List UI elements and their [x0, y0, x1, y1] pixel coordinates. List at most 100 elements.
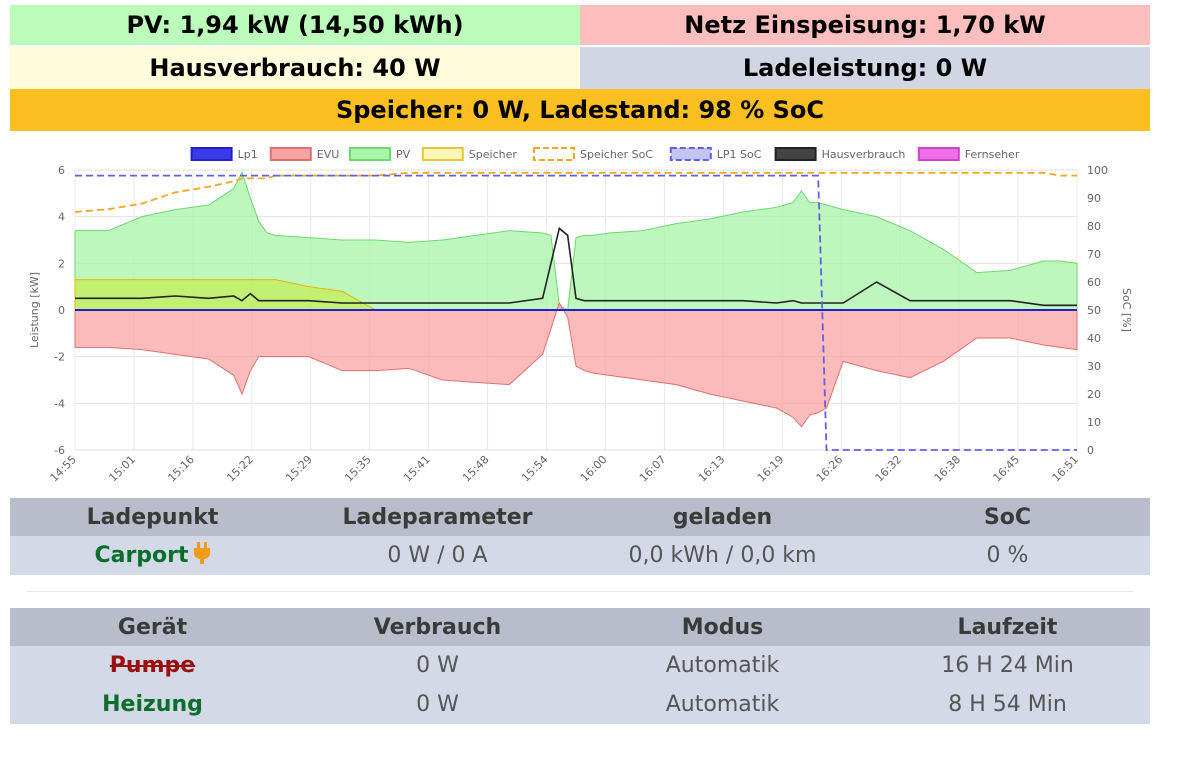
legend-label: Speicher — [469, 148, 518, 161]
table-row[interactable]: Heizung 0 W Automatik 8 H 54 Min — [10, 685, 1150, 724]
ladeparameter-cell: 0 W / 0 A — [295, 536, 580, 575]
x-tick-label: 16:19 — [755, 453, 787, 485]
table-row[interactable]: Pumpe 0 W Automatik 16 H 24 Min — [10, 646, 1150, 685]
speicher-tile: Speicher: 0 W, Ladestand: 98 % SoC — [10, 89, 1150, 131]
x-tick-label: 15:16 — [165, 453, 197, 485]
legend-item-fernseher[interactable]: Fernseher — [917, 147, 1020, 161]
y2-tick-label: 60 — [1087, 276, 1101, 289]
plug-icon — [193, 541, 211, 570]
modus-cell[interactable]: Automatik — [580, 685, 865, 724]
pv-tile: PV: 1,94 kW (14,50 kWh) — [10, 5, 580, 45]
legend-label: PV — [396, 148, 411, 161]
legend-swatch — [269, 147, 312, 161]
modus-cell[interactable]: Automatik — [580, 646, 865, 685]
legend-swatch — [349, 147, 391, 161]
x-tick-label: 15:41 — [401, 453, 433, 485]
x-tick-label: 16:00 — [578, 453, 610, 485]
chart-areas — [74, 171, 1078, 428]
y2-tick-label: 30 — [1087, 360, 1101, 373]
series-area-evu — [74, 301, 1078, 428]
netz-tile: Netz Einspeisung: 1,70 kW — [580, 5, 1150, 45]
legend-label: Speicher SoC — [580, 148, 653, 161]
ladeleistung-tile: Ladeleistung: 0 W — [580, 47, 1150, 89]
verbrauch-cell: 0 W — [295, 646, 580, 685]
legend-label: Fernseher — [965, 148, 1020, 161]
legend-label: Lp1 — [238, 148, 258, 161]
divider — [26, 591, 1134, 592]
pv-label: PV: 1,94 kW (14,50 kWh) — [126, 11, 464, 39]
y2-tick-label: 100 — [1087, 164, 1108, 177]
y2-tick-label: 90 — [1087, 192, 1101, 205]
geraet-name[interactable]: Heizung — [102, 692, 203, 717]
x-tick-label: 15:22 — [224, 453, 256, 485]
col-soc: SoC — [865, 498, 1150, 536]
legend-item-speicher[interactable]: Speicher — [421, 147, 518, 161]
legend-swatch — [669, 147, 712, 161]
hausverbrauch-label: Hausverbrauch: 40 W — [149, 54, 441, 82]
geraet-name[interactable]: Pumpe — [109, 653, 196, 678]
y-tick-label: 6 — [58, 164, 65, 177]
x-tick-label: 16:45 — [991, 453, 1023, 485]
series-line-speicher-soc — [74, 171, 1077, 213]
table-row[interactable]: Carport 0 W / 0 A 0,0 kWh / 0,0 km 0 % — [10, 536, 1150, 575]
y2-tick-label: 50 — [1087, 304, 1101, 317]
geraet-name-cell[interactable]: Heizung — [10, 685, 295, 724]
x-tick-label: 16:51 — [1050, 453, 1082, 485]
netz-label: Netz Einspeisung: 1,70 kW — [684, 11, 1046, 39]
x-tick-label: 16:32 — [873, 453, 905, 485]
legend-swatch — [533, 147, 575, 161]
y2-tick-label: 20 — [1087, 388, 1101, 401]
power-chart[interactable]: Lp1 EVU PV Speicher Speicher SoC LP1 SoC Hausv… — [0, 140, 1192, 496]
y-tick-label: -4 — [54, 397, 65, 410]
legend-item-evu[interactable]: EVU — [269, 147, 340, 161]
geraete-header-row: Gerät Verbrauch Modus Laufzeit — [10, 608, 1150, 646]
y-tick-label: -6 — [54, 444, 65, 457]
y2-tick-label: 80 — [1087, 220, 1101, 233]
speicher-label: Speicher: 0 W, Ladestand: 98 % SoC — [335, 96, 825, 124]
ladeleistung-label: Ladeleistung: 0 W — [742, 54, 988, 82]
laufzeit-cell: 16 H 24 Min — [865, 646, 1150, 685]
verbrauch-cell: 0 W — [295, 685, 580, 724]
x-tick-label: 15:54 — [519, 453, 551, 485]
geraete-table: Gerät Verbrauch Modus Laufzeit Pumpe 0 W… — [10, 608, 1150, 724]
x-tick-label: 15:01 — [106, 453, 138, 485]
legend-item-hausverbrauch[interactable]: Hausverbrauch — [774, 147, 906, 161]
legend-item-speicher-soc[interactable]: Speicher SoC — [533, 147, 653, 161]
legend-label: Hausverbrauch — [822, 148, 906, 161]
col-ladeparameter: Ladeparameter — [295, 498, 580, 536]
legend-swatch — [774, 147, 817, 161]
x-tick-label: 15:48 — [460, 453, 492, 485]
x-tick-label: 16:07 — [637, 453, 669, 485]
y-tick-label: 2 — [58, 257, 65, 270]
legend-item-lp1[interactable]: Lp1 — [190, 147, 258, 161]
chart-legend[interactable]: Lp1 EVU PV Speicher Speicher SoC LP1 SoC Hausv… — [190, 147, 1020, 161]
y2-tick-label: 70 — [1087, 248, 1101, 261]
x-tick-label: 15:35 — [342, 453, 374, 485]
col-modus: Modus — [580, 608, 865, 646]
ladepunkt-name-cell[interactable]: Carport — [10, 536, 295, 575]
ladepunkt-name[interactable]: Carport — [94, 542, 189, 568]
series-area-pv — [74, 171, 1078, 311]
col-geraet: Gerät — [10, 608, 295, 646]
y2-tick-label: 10 — [1087, 416, 1101, 429]
y-axis-title: Leistung [kW] — [28, 272, 41, 348]
legend-item-lp1-soc[interactable]: LP1 SoC — [669, 147, 762, 161]
geraet-name-cell[interactable]: Pumpe — [10, 646, 295, 685]
col-geladen: geladen — [580, 498, 865, 536]
ladepunkt-header-row: Ladepunkt Ladeparameter geladen SoC — [10, 498, 1150, 536]
legend-label: EVU — [317, 148, 340, 161]
y2-tick-label: 0 — [1087, 444, 1094, 457]
series-line-hausverbrauch — [75, 226, 1077, 307]
geladen-cell: 0,0 kWh / 0,0 km — [580, 536, 865, 575]
x-tick-label: 16:26 — [814, 453, 846, 485]
legend-item-pv[interactable]: PV — [349, 147, 411, 161]
series-line-lp1-soc — [75, 174, 1077, 451]
col-laufzeit: Laufzeit — [865, 608, 1150, 646]
hausverbrauch-tile: Hausverbrauch: 40 W — [10, 47, 580, 89]
soc-cell: 0 % — [865, 536, 1150, 575]
x-tick-label: 16:13 — [696, 453, 728, 485]
y2-tick-label: 40 — [1087, 332, 1101, 345]
chart-lines — [74, 171, 1077, 451]
x-tick-label: 14:55 — [48, 453, 80, 485]
x-tick-label: 16:38 — [932, 453, 964, 485]
